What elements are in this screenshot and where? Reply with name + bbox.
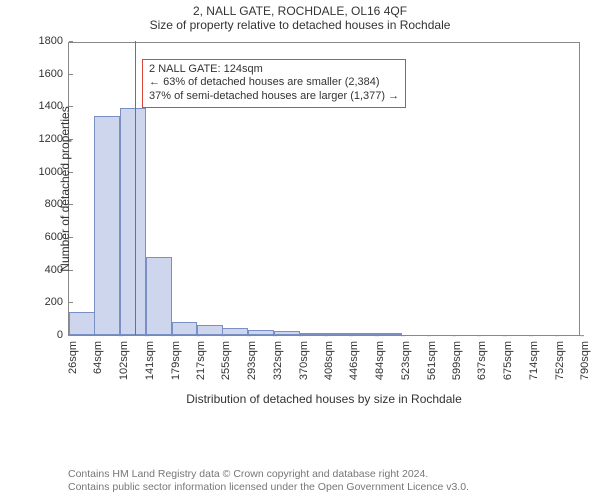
x-tick-label: 293sqm bbox=[246, 341, 258, 380]
x-tick-label: 484sqm bbox=[374, 341, 386, 380]
histogram-bar bbox=[248, 330, 274, 335]
attribution: Contains HM Land Registry data © Crown c… bbox=[68, 468, 469, 494]
histogram-bar bbox=[350, 333, 376, 335]
chart-title: 2, NALL GATE, ROCHDALE, OL16 4QF bbox=[0, 0, 600, 18]
x-tick-label: 26sqm bbox=[67, 341, 79, 374]
plot-area: Number of detached properties 0200400600… bbox=[68, 42, 580, 336]
y-tick-label: 800 bbox=[45, 198, 69, 210]
histogram-bar bbox=[222, 328, 248, 335]
x-tick-label: 561sqm bbox=[426, 341, 438, 380]
x-tick-label: 599sqm bbox=[451, 341, 463, 380]
x-tick-label: 523sqm bbox=[400, 341, 412, 380]
histogram-bar bbox=[146, 257, 172, 335]
y-tick-label: 200 bbox=[45, 296, 69, 308]
attribution-line: Contains public sector information licen… bbox=[68, 481, 469, 494]
callout-line: 37% of semi-detached houses are larger (… bbox=[149, 90, 399, 104]
x-tick-label: 408sqm bbox=[323, 341, 335, 380]
x-tick-label: 446sqm bbox=[348, 341, 360, 380]
x-tick-label: 217sqm bbox=[195, 341, 207, 380]
histogram-bar bbox=[172, 322, 198, 335]
x-tick-label: 714sqm bbox=[528, 341, 540, 380]
y-tick-label: 1000 bbox=[39, 166, 69, 178]
x-tick-label: 370sqm bbox=[298, 341, 310, 380]
histogram-bar bbox=[300, 333, 326, 335]
figure-frame: 2, NALL GATE, ROCHDALE, OL16 4QF Size of… bbox=[0, 0, 600, 500]
histogram-bar bbox=[325, 333, 351, 335]
histogram-bar bbox=[69, 312, 95, 335]
histogram-bar bbox=[274, 331, 300, 335]
histogram-bar bbox=[94, 116, 120, 335]
x-tick-label: 752sqm bbox=[554, 341, 566, 380]
y-tick-label: 1600 bbox=[39, 68, 69, 80]
attribution-line: Contains HM Land Registry data © Crown c… bbox=[68, 468, 469, 481]
histogram-bar bbox=[197, 325, 223, 335]
x-tick-label: 675sqm bbox=[502, 341, 514, 380]
x-tick-label: 637sqm bbox=[476, 341, 488, 380]
y-axis-label: Number of detached properties bbox=[58, 106, 72, 271]
x-tick-label: 102sqm bbox=[118, 341, 130, 380]
property-marker-line bbox=[135, 41, 136, 335]
chart-subtitle: Size of property relative to detached ho… bbox=[0, 18, 600, 32]
x-tick-label: 64sqm bbox=[92, 341, 104, 374]
property-callout: 2 NALL GATE: 124sqm← 63% of detached hou… bbox=[142, 59, 406, 108]
y-tick-label: 1800 bbox=[39, 35, 69, 47]
callout-line: 2 NALL GATE: 124sqm bbox=[149, 63, 399, 77]
callout-line: ← 63% of detached houses are smaller (2,… bbox=[149, 76, 399, 90]
y-tick-label: 1200 bbox=[39, 133, 69, 145]
y-tick-label: 400 bbox=[45, 264, 69, 276]
x-tick-label: 332sqm bbox=[272, 341, 284, 380]
x-tick-label: 141sqm bbox=[144, 341, 156, 380]
x-tick-label: 255sqm bbox=[220, 341, 232, 380]
x-axis-label: Distribution of detached houses by size … bbox=[68, 392, 580, 406]
histogram-bar bbox=[120, 108, 146, 335]
x-tick-label: 790sqm bbox=[579, 341, 591, 380]
x-tick-label: 179sqm bbox=[170, 341, 182, 380]
y-tick-label: 1400 bbox=[39, 100, 69, 112]
histogram-bar bbox=[376, 333, 402, 335]
y-tick-label: 600 bbox=[45, 231, 69, 243]
chart-area: Number of detached properties 0200400600… bbox=[0, 36, 600, 432]
